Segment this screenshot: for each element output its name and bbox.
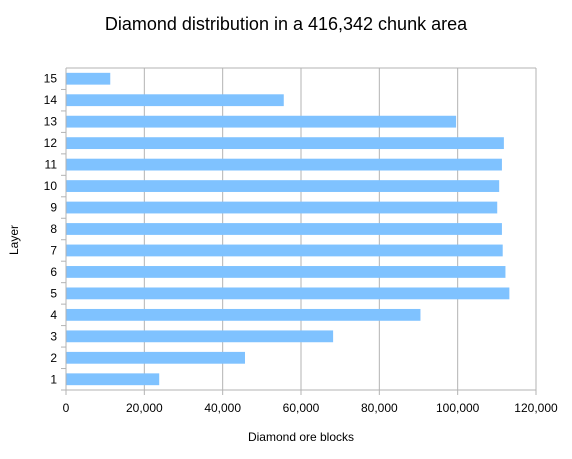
bar-layer-1 xyxy=(66,373,160,386)
bar-layer-6 xyxy=(66,266,506,278)
y-tick-label: 4 xyxy=(50,308,57,322)
bar-layer-9 xyxy=(66,201,498,214)
x-tick-label: 80,000 xyxy=(361,401,398,415)
y-tick-label: 5 xyxy=(50,286,57,300)
x-tick-label: 120,000 xyxy=(514,401,558,415)
bar-layer-10 xyxy=(66,180,500,192)
x-tick-label: 100,000 xyxy=(436,401,480,415)
x-tick-label: 0 xyxy=(63,401,70,415)
y-tick-label: 12 xyxy=(44,136,58,150)
bar-layer-2 xyxy=(66,351,245,364)
y-tick-label: 1 xyxy=(50,372,57,386)
x-tick-label: 60,000 xyxy=(283,401,320,415)
y-tick-label: 6 xyxy=(50,265,57,279)
y-tick-label: 9 xyxy=(50,201,57,215)
bar-layer-15 xyxy=(66,72,111,85)
x-tick-label: 40,000 xyxy=(204,401,241,415)
bar-layer-8 xyxy=(66,223,502,235)
y-tick-label: 2 xyxy=(50,351,57,365)
y-tick-label: 14 xyxy=(44,93,58,107)
y-tick-label: 8 xyxy=(50,222,57,236)
chart-title: Diamond distribution in a 416,342 chunk … xyxy=(104,14,468,34)
bar-layer-11 xyxy=(66,158,502,171)
bars xyxy=(66,72,510,386)
x-axis-title: Diamond ore blocks xyxy=(247,430,355,444)
y-tick-label: 15 xyxy=(44,72,58,86)
y-tick-label: 11 xyxy=(45,158,58,172)
bar-layer-14 xyxy=(66,94,284,107)
x-tick-labels: 0 20,000 40,000 60,000 80,000 100,000 120,000 xyxy=(63,401,558,415)
bar-layer-4 xyxy=(66,308,421,321)
x-tick-label: 20,000 xyxy=(126,401,163,415)
y-tick-label: 7 xyxy=(50,243,57,257)
bar-layer-12 xyxy=(66,137,504,150)
bar-layer-5 xyxy=(66,287,510,300)
bar-layer-3 xyxy=(66,330,334,343)
bar-layer-7 xyxy=(66,244,503,257)
y-tick-label: 3 xyxy=(50,329,57,343)
y-tick-label: 10 xyxy=(44,179,58,193)
y-tick-label: 13 xyxy=(44,115,58,129)
axes xyxy=(61,68,537,395)
bar-layer-13 xyxy=(66,115,457,128)
